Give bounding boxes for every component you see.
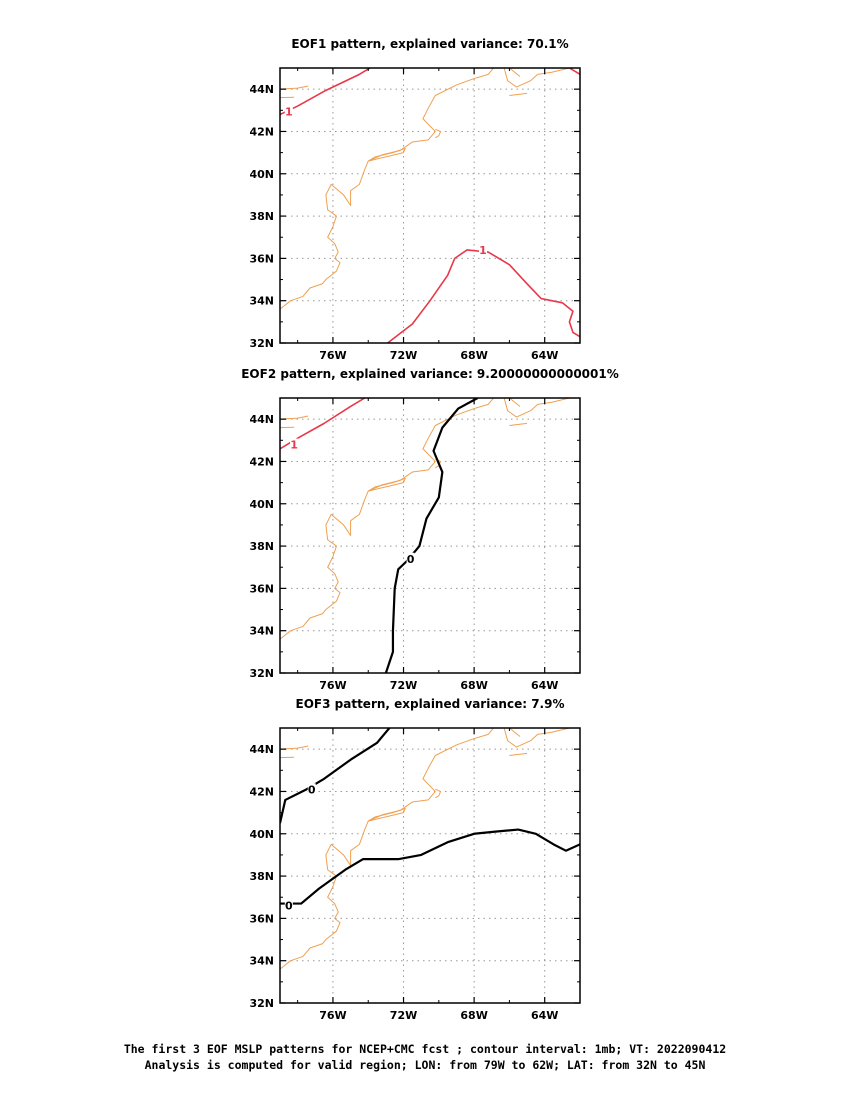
y-tick-label: 32N: [249, 337, 274, 350]
coastline-segment: [503, 68, 570, 88]
coastline-segment: [509, 422, 528, 426]
x-tick-label: 68W: [460, 349, 487, 362]
x-tick-label: 72W: [390, 349, 417, 362]
y-tick-label: 40N: [249, 168, 274, 181]
contour-label: 0: [407, 553, 415, 566]
coastline-segment: [367, 477, 406, 492]
x-tick-label: 76W: [319, 679, 346, 692]
coastline-segment: [509, 398, 521, 407]
coastline-segment: [509, 728, 521, 737]
coastline-segment: [509, 68, 521, 77]
panel-title: EOF3 pattern, explained variance: 7.9%: [296, 697, 565, 711]
plot-frame: [279, 727, 581, 1004]
gridlines: [280, 728, 580, 1003]
y-tick-label: 36N: [249, 582, 274, 595]
panel-title: EOF2 pattern, explained variance: 9.2000…: [241, 367, 619, 381]
contour-label: 1: [285, 105, 293, 118]
x-tick-label: 72W: [390, 679, 417, 692]
y-tick-label: 38N: [249, 870, 274, 883]
y-tick-label: 42N: [249, 785, 274, 798]
gridlines: [280, 68, 580, 343]
x-tick-label: 64W: [531, 349, 558, 362]
coastline-segment: [509, 752, 528, 756]
y-tick-label: 34N: [249, 955, 274, 968]
panel-title: EOF1 pattern, explained variance: 70.1%: [291, 37, 568, 51]
eof2-panel: EOF2 pattern, explained variance: 9.2000…: [241, 367, 619, 692]
contour-label: 0: [285, 900, 293, 913]
coastline-segment: [503, 398, 570, 418]
coastline-segment: [509, 92, 528, 96]
coastline: [280, 398, 570, 640]
caption-line-1: The first 3 EOF MSLP patterns for NCEP+C…: [123, 1042, 727, 1056]
y-tick-label: 40N: [249, 498, 274, 511]
y-tick-label: 36N: [249, 252, 274, 265]
coastline-segment: [435, 788, 442, 799]
y-tick-label: 36N: [249, 912, 274, 925]
coastline: [280, 728, 570, 970]
eof1-panel: EOF1 pattern, explained variance: 70.1% 1…: [249, 37, 581, 362]
y-tick-label: 44N: [249, 413, 274, 426]
coastline-segment: [280, 398, 494, 640]
contour-line-zero: [384, 398, 479, 673]
y-tick-label: 34N: [249, 295, 274, 308]
contour-label: 1: [479, 244, 487, 257]
y-tick-label: 38N: [249, 210, 274, 223]
coastline-segment: [280, 728, 494, 970]
coastline-segment: [435, 128, 442, 139]
caption-line-2: Analysis is computed for valid region; L…: [144, 1058, 706, 1072]
x-tick-label: 64W: [531, 679, 558, 692]
y-tick-label: 44N: [249, 83, 274, 96]
y-tick-label: 32N: [249, 667, 274, 680]
eof3-panel: EOF3 pattern, explained variance: 7.9% 0 0…: [249, 697, 581, 1022]
x-tick-label: 76W: [319, 349, 346, 362]
coastline-segment: [367, 147, 406, 162]
contour-line-positive: [387, 249, 580, 343]
contour-line-zero: [280, 728, 391, 824]
contour-line-positive: [280, 68, 371, 116]
x-tick-label: 68W: [460, 1009, 487, 1022]
contour-label: 1: [290, 439, 298, 452]
y-tick-label: 38N: [249, 540, 274, 553]
y-tick-label: 34N: [249, 625, 274, 638]
coastline-segment: [280, 68, 494, 310]
x-tick-label: 76W: [319, 1009, 346, 1022]
gridlines: [280, 398, 580, 673]
coastline-segment: [367, 807, 406, 822]
contour-line-positive: [569, 68, 580, 76]
plot-frame: [279, 67, 581, 344]
y-tick-label: 42N: [249, 455, 274, 468]
contour-line-zero: [280, 828, 580, 905]
y-tick-label: 44N: [249, 743, 274, 756]
x-tick-label: 64W: [531, 1009, 558, 1022]
y-tick-label: 40N: [249, 828, 274, 841]
coastline-segment: [503, 728, 570, 748]
x-tick-label: 72W: [390, 1009, 417, 1022]
y-tick-label: 42N: [249, 125, 274, 138]
contour-label: 0: [308, 783, 316, 796]
coastline: [280, 68, 570, 310]
y-tick-label: 32N: [249, 997, 274, 1010]
x-tick-label: 68W: [460, 679, 487, 692]
plot-frame: [279, 397, 581, 674]
